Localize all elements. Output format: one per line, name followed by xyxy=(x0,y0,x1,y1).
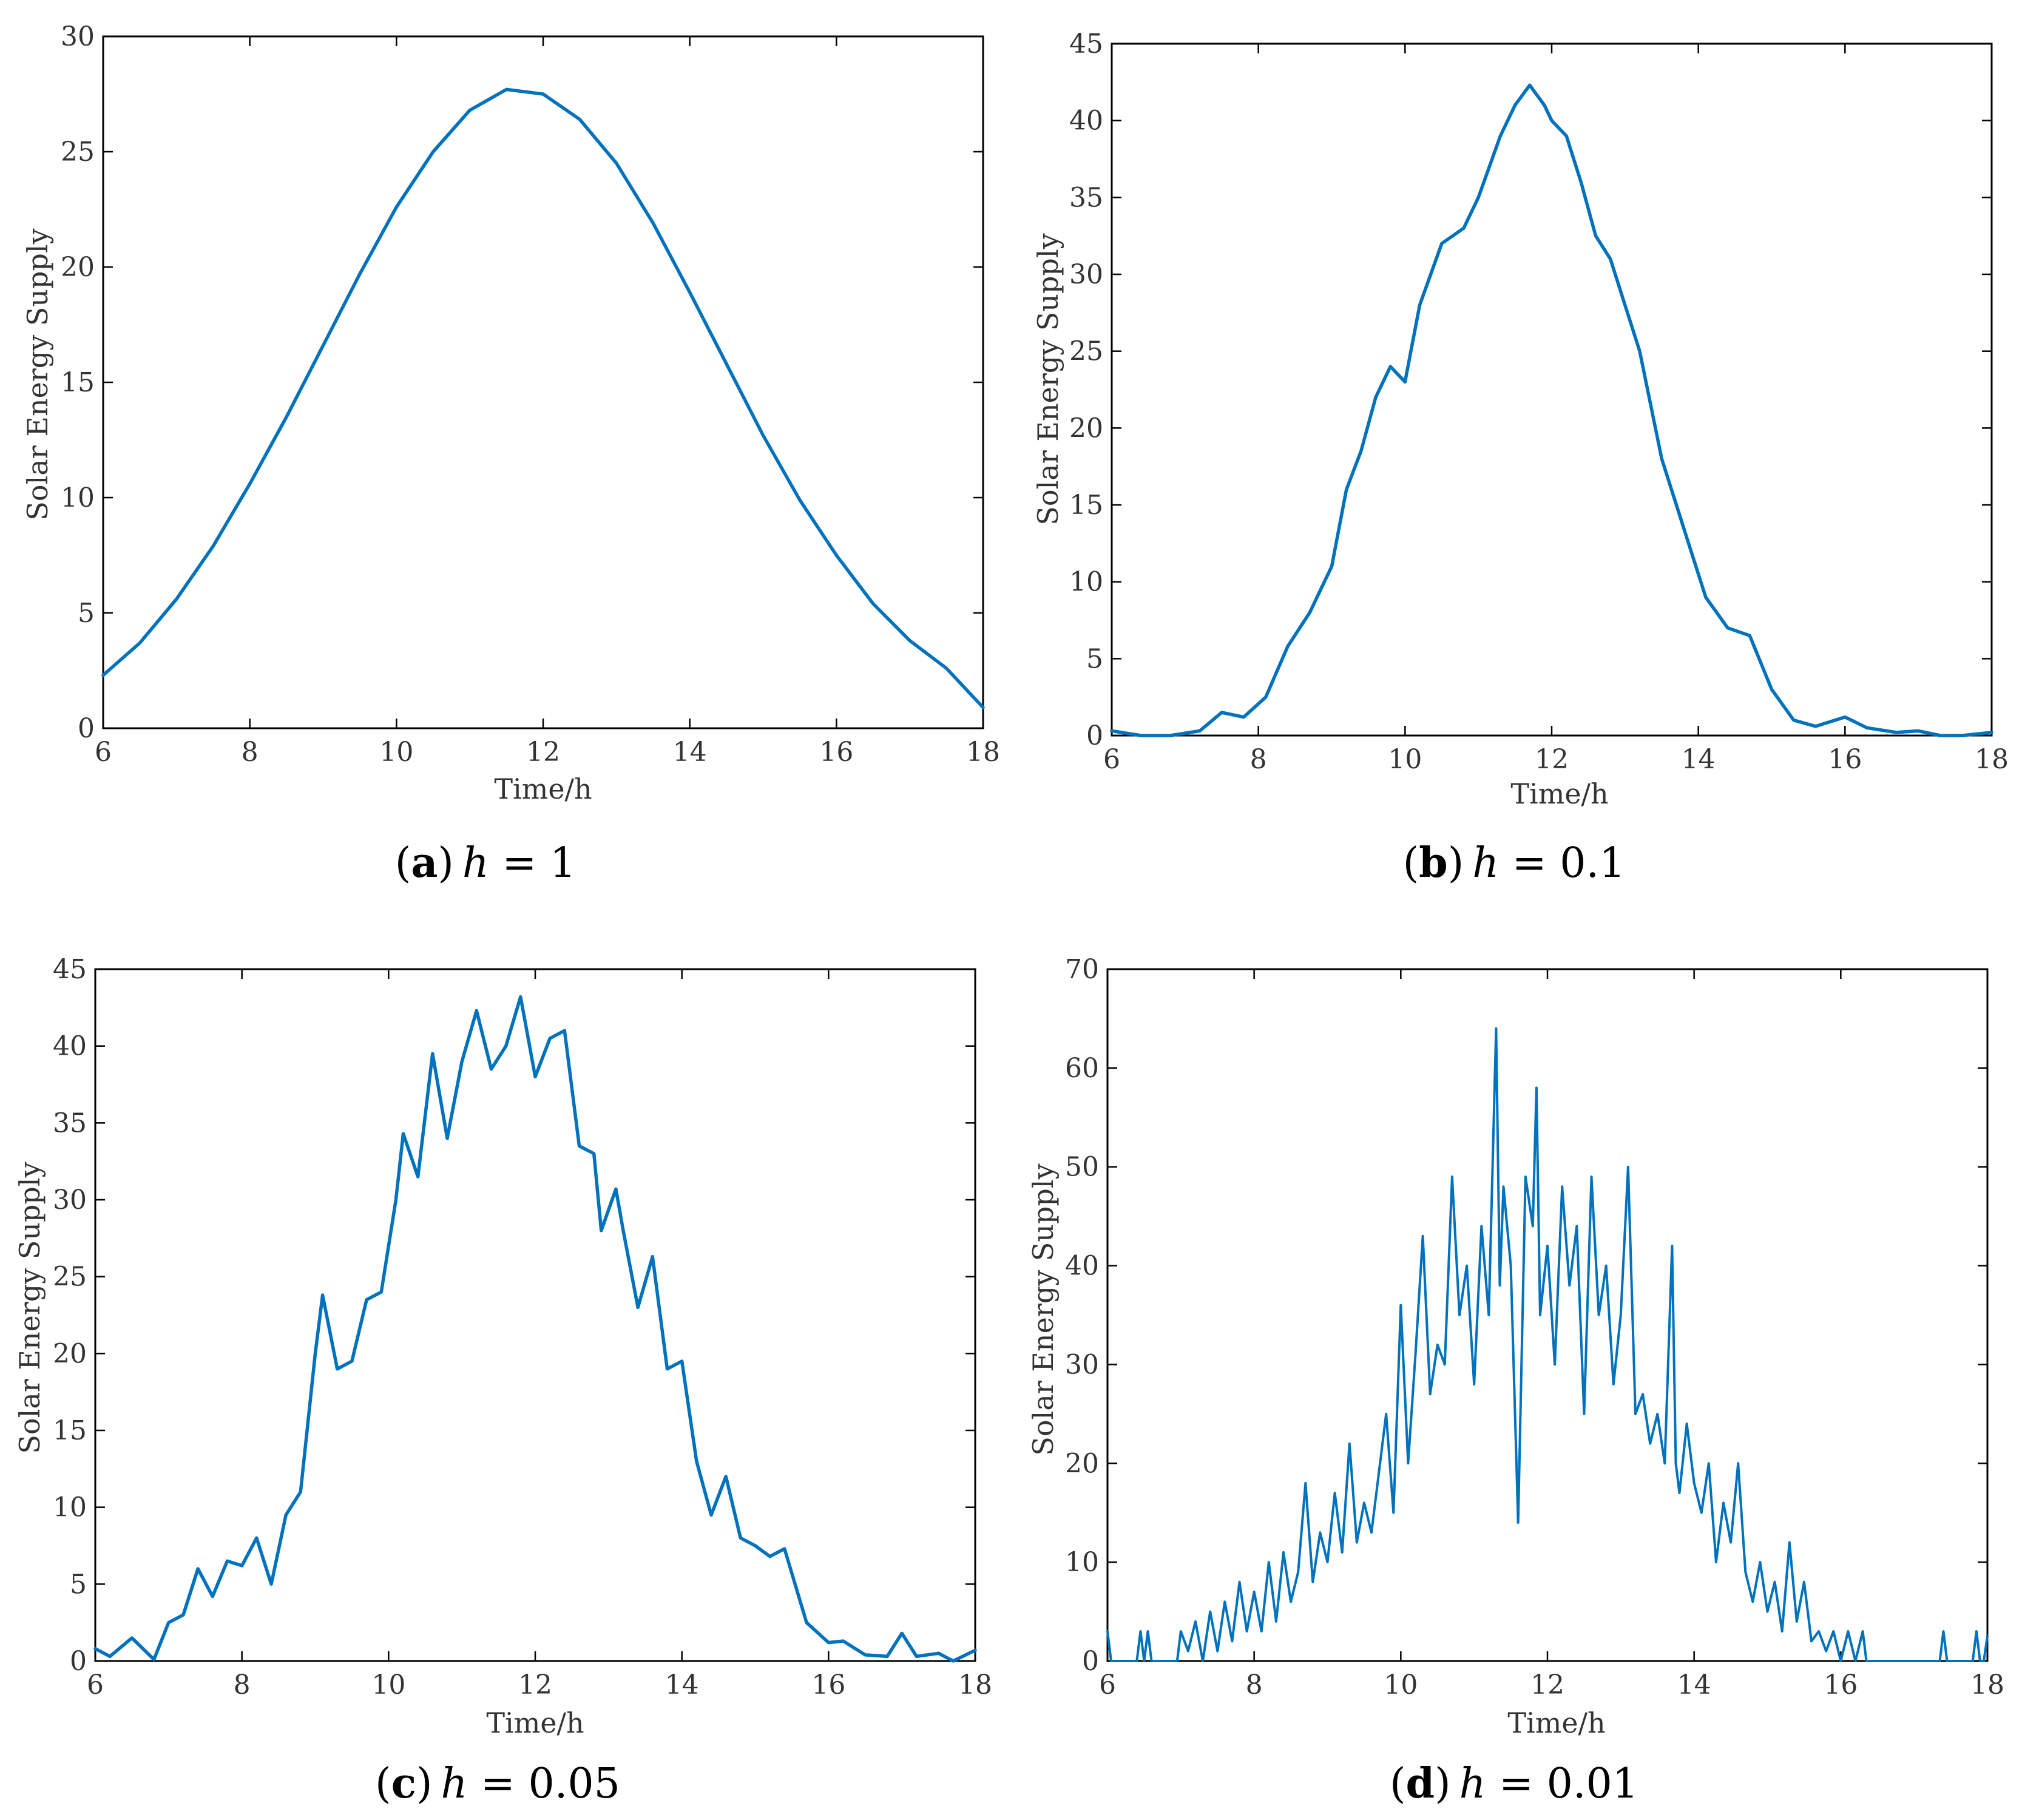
x-tick-label: 14 xyxy=(1682,744,1716,775)
x-tick-label: 6 xyxy=(1103,744,1120,775)
panel-d-xlabel: Time/h xyxy=(1507,1707,1605,1739)
y-tick-label: 10 xyxy=(53,1492,87,1523)
x-tick-label: 12 xyxy=(526,737,560,768)
y-tick-label: 35 xyxy=(1069,182,1103,213)
x-tick-label: 14 xyxy=(673,737,707,768)
panel-c-plot: 6 8 10 12 14 16 18 0 5 10 15 20 25 30 35 40 45 xyxy=(53,954,992,1700)
y-tick-label: 20 xyxy=(53,1338,87,1369)
panel-a-xlabel: Time/h xyxy=(494,773,592,805)
y-tick-label: 25 xyxy=(53,1262,87,1293)
x-tick-label: 6 xyxy=(87,1669,104,1700)
y-tick-label: 10 xyxy=(1069,567,1103,598)
y-tick-label: 35 xyxy=(53,1108,87,1138)
y-tick-label: 70 xyxy=(1065,954,1099,985)
panel-d: 6 8 10 12 14 16 18 0 10 20 30 40 50 60 70 Solar Energy… xyxy=(1027,954,2004,1808)
panel-a: 6 8 10 12 14 16 18 0 5 10 15 20 25 30 Solar Energy Su… xyxy=(21,21,1000,887)
x-tick-label: 16 xyxy=(811,1669,845,1700)
x-tick-label: 6 xyxy=(1099,1669,1116,1700)
y-tick-label: 5 xyxy=(1086,643,1103,674)
y-tick-label: 0 xyxy=(70,1646,87,1677)
x-tick-label: 8 xyxy=(234,1669,251,1700)
x-tick-label: 10 xyxy=(379,737,413,768)
panel-b-ylabel: Solar Energy Supply xyxy=(1032,233,1064,525)
y-tick-label: 30 xyxy=(53,1185,87,1216)
x-tick-label: 18 xyxy=(958,1669,992,1700)
panel-d-ylabel: Solar Energy Supply xyxy=(1027,1163,1060,1455)
y-tick-label: 5 xyxy=(70,1569,87,1600)
y-tick-label: 40 xyxy=(1069,106,1103,137)
x-tick-label: 8 xyxy=(1250,744,1267,775)
panel-c-caption: (c) h = 0.05 xyxy=(375,1759,620,1808)
series-line xyxy=(93,995,977,1663)
series-line xyxy=(101,87,985,709)
y-tick-label: 0 xyxy=(78,713,95,744)
x-tick-label: 8 xyxy=(1246,1669,1263,1700)
y-tick-label: 40 xyxy=(53,1031,87,1062)
y-tick-label: 20 xyxy=(61,252,95,283)
x-tick-label: 16 xyxy=(1824,1669,1858,1700)
x-tick-label: 16 xyxy=(819,737,853,768)
y-tick-label: 50 xyxy=(1065,1152,1099,1183)
panel-c-xlabel: Time/h xyxy=(486,1707,584,1739)
x-tick-label: 18 xyxy=(1970,1669,2004,1700)
y-tick-label: 15 xyxy=(1069,490,1103,521)
y-tick-label: 45 xyxy=(53,954,87,985)
panel-b-xlabel: Time/h xyxy=(1510,777,1608,810)
x-tick-label: 12 xyxy=(518,1669,552,1700)
x-tick-label: 16 xyxy=(1828,744,1862,775)
y-tick-label: 45 xyxy=(1069,29,1103,59)
panel-a-ylabel: Solar Energy Supply xyxy=(21,228,54,520)
x-tick-label: 14 xyxy=(665,1669,699,1700)
panel-b: 6 8 10 12 14 16 18 0 5 10 15 20 25 30 35 40 45 Solar Ene… xyxy=(1032,29,2009,887)
y-tick-label: 30 xyxy=(1069,259,1103,290)
x-tick-label: 12 xyxy=(1530,1669,1564,1700)
y-tick-label: 20 xyxy=(1069,413,1103,444)
y-tick-label: 0 xyxy=(1086,720,1103,751)
x-tick-label: 6 xyxy=(95,737,112,768)
x-tick-label: 14 xyxy=(1677,1669,1711,1700)
x-tick-label: 12 xyxy=(1535,744,1569,775)
y-tick-label: 40 xyxy=(1065,1251,1099,1282)
x-tick-label: 10 xyxy=(371,1669,405,1700)
panel-d-plot: 6 8 10 12 14 16 18 0 10 20 30 40 50 60 70 xyxy=(1065,954,2004,1700)
y-tick-label: 25 xyxy=(1069,336,1103,367)
x-tick-label: 18 xyxy=(966,737,1000,768)
series-line xyxy=(1106,1027,1989,1662)
y-tick-label: 5 xyxy=(78,598,95,629)
x-tick-label: 10 xyxy=(1388,744,1422,775)
panel-a-plot: 6 8 10 12 14 16 18 0 5 10 15 20 25 30 xyxy=(61,21,1000,768)
y-tick-label: 15 xyxy=(53,1415,87,1446)
panel-d-caption: (d) h = 0.01 xyxy=(1390,1759,1638,1808)
y-tick-label: 0 xyxy=(1082,1646,1099,1677)
y-tick-label: 60 xyxy=(1065,1053,1099,1084)
y-tick-label: 10 xyxy=(1065,1547,1099,1578)
panel-c: 6 8 10 12 14 16 18 0 5 10 15 20 25 30 35 40 45 Solar Ene… xyxy=(13,954,992,1808)
y-tick-label: 30 xyxy=(1065,1349,1099,1380)
x-tick-label: 18 xyxy=(1975,744,2009,775)
panel-a-caption: (a) h = 1 xyxy=(395,839,576,887)
series-line xyxy=(1110,83,1993,737)
y-tick-label: 30 xyxy=(61,21,95,52)
y-tick-label: 15 xyxy=(61,367,95,398)
x-tick-label: 8 xyxy=(242,737,259,768)
y-tick-label: 25 xyxy=(61,137,95,167)
panel-b-plot: 6 8 10 12 14 16 18 0 5 10 15 20 25 30 35 40 45 xyxy=(1069,29,2009,775)
y-tick-label: 20 xyxy=(1065,1448,1099,1479)
panel-c-ylabel: Solar Energy Supply xyxy=(13,1162,46,1453)
x-tick-label: 10 xyxy=(1384,1669,1418,1700)
y-tick-label: 10 xyxy=(61,482,95,513)
panel-b-caption: (b) h = 0.1 xyxy=(1403,839,1626,887)
